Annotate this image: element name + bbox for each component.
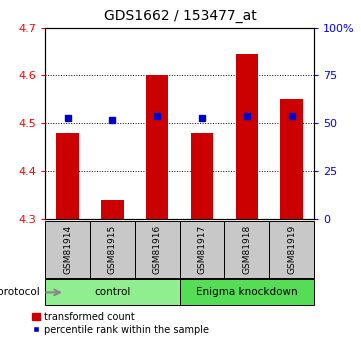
- Text: GSM81917: GSM81917: [197, 225, 206, 274]
- Legend: transformed count, percentile rank within the sample: transformed count, percentile rank withi…: [32, 312, 209, 335]
- Bar: [56, 133, 79, 219]
- Text: GDS1662 / 153477_at: GDS1662 / 153477_at: [104, 9, 257, 23]
- Bar: [45, 279, 180, 305]
- Text: protocol: protocol: [0, 287, 40, 297]
- Bar: [180, 279, 314, 305]
- Text: Enigma knockdown: Enigma knockdown: [196, 287, 298, 297]
- Text: GSM81916: GSM81916: [153, 225, 162, 274]
- Bar: [269, 221, 314, 278]
- Text: control: control: [94, 287, 131, 297]
- Bar: [180, 221, 225, 278]
- Text: GSM81915: GSM81915: [108, 225, 117, 274]
- Bar: [146, 76, 168, 219]
- Bar: [135, 221, 179, 278]
- Text: GSM81919: GSM81919: [287, 225, 296, 274]
- Bar: [191, 133, 213, 219]
- Bar: [280, 99, 303, 219]
- Text: GSM81914: GSM81914: [63, 225, 72, 274]
- Bar: [45, 221, 90, 278]
- Bar: [90, 221, 135, 278]
- Bar: [225, 221, 269, 278]
- Bar: [236, 54, 258, 219]
- Text: GSM81918: GSM81918: [242, 225, 251, 274]
- Bar: [101, 200, 123, 219]
